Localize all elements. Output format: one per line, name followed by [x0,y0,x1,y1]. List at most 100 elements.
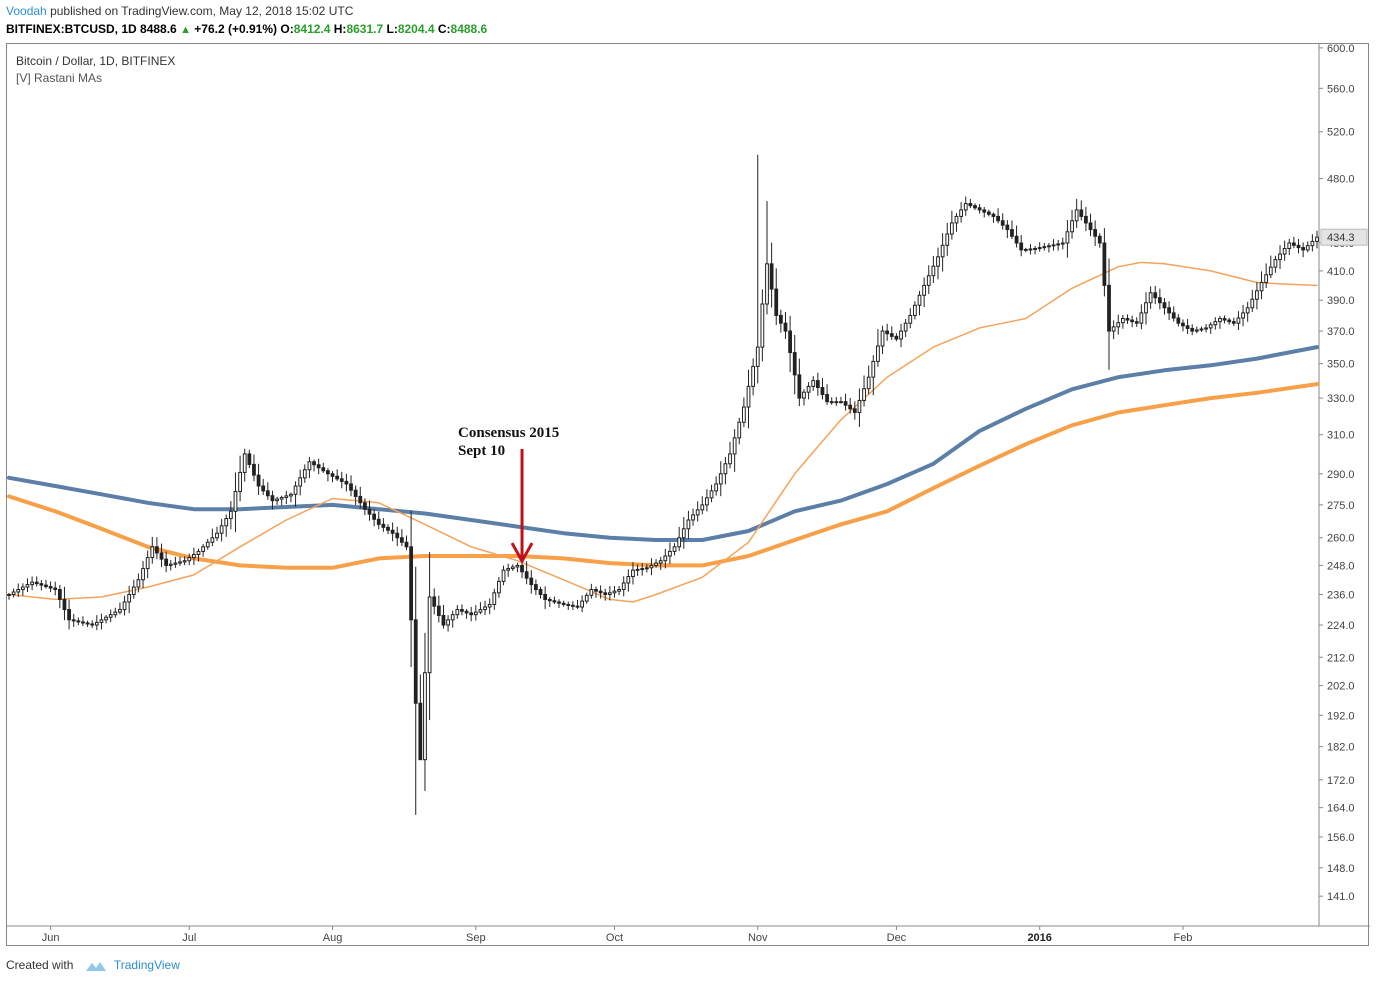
candle-body [1097,235,1102,244]
candle-body [709,490,714,499]
candle-body [538,589,543,595]
candle-body [866,376,871,390]
candle-body [497,580,501,594]
candle-body [1125,318,1130,321]
price-chart[interactable]: Bitcoin / Dollar, 1D, BITFINEX [V] Rasta… [7,44,1370,947]
y-tick-label: 560.0 [1327,83,1355,95]
candle-body [284,495,289,498]
low-value: 8204.4 [397,22,435,36]
candle-body [7,593,11,596]
author-link[interactable]: Voodah [6,4,47,18]
y-tick-label: 164.0 [1327,803,1355,815]
candle-body [889,333,894,337]
candle-body [1227,319,1232,323]
candle-body [1037,247,1042,250]
candle-body [279,496,284,500]
candle-body [483,606,487,611]
candle-body [852,408,857,413]
candle-body [1070,220,1074,233]
candle-body [99,619,104,623]
candle-body [464,610,469,614]
candle-body [783,322,788,332]
candle-body [862,388,866,401]
candle-body [418,702,423,761]
candle-body [1019,242,1024,251]
last-price-label: 434.3 [1327,232,1355,244]
tradingview-logo-icon [85,961,106,971]
candle-body [1130,319,1135,323]
candle-body [1181,322,1185,327]
candle-body [949,222,954,235]
candle-body [344,480,349,485]
y-tick-label: 480.0 [1327,174,1355,186]
candle-body [11,591,16,595]
published-text: published on TradingView.com, May 12, 20… [50,4,354,18]
moving-averages [7,261,1319,603]
candle-body [1167,307,1171,314]
tradingview-link[interactable]: TradingView [113,958,180,972]
candle-body [986,211,991,215]
x-tick-label: Oct [606,932,623,944]
candle-body [67,609,71,621]
candle-body [363,502,367,510]
y-tick-label: 141.0 [1327,891,1355,903]
candle-body [1185,325,1190,329]
candle-body [839,401,843,404]
close-value: 8488.6 [450,22,488,36]
candle-body [908,314,913,324]
candle-body [339,478,344,482]
candle-body [298,477,303,487]
x-tick-label: Dec [887,932,907,944]
x-tick-label: 2016 [1027,932,1051,944]
y-axis-ticks: 141.0 148.0 156.0 164.0 172.0 182.0 192.0 202.0… [1319,44,1355,903]
y-tick-label: 182.0 [1327,742,1355,754]
candle-body [741,406,746,423]
chart-frame[interactable]: Bitcoin / Dollar, 1D, BITFINEX [V] Rasta… [6,43,1370,947]
candle-body [728,453,732,465]
candle-body [178,561,182,564]
y-tick-label: 410.0 [1327,266,1355,278]
candle-body [159,552,164,560]
ohlc-bar: BITFINEX:BTCUSD, 1D 8488.6 ▲ +76.2 (+0.9… [6,22,487,36]
candle-body [173,562,178,565]
candle-body [515,564,520,568]
candle-body [778,314,783,324]
candle-body [940,244,945,258]
y-tick-label: 156.0 [1327,832,1355,844]
candle-body [640,568,645,571]
candle-body [145,557,150,570]
candle-body [621,582,626,591]
candle-body [104,616,108,621]
candle-body [1282,248,1287,255]
candle-body [307,461,312,471]
candle-body [802,391,806,399]
candle-body [811,380,816,387]
candle-body [876,345,880,362]
candle-body [326,470,330,475]
candle-body [1005,224,1010,231]
candle-body [224,518,229,527]
candle-body [894,335,899,340]
close-label: C: [437,22,451,36]
x-tick-label: Jul [182,932,196,944]
candle-body [1116,322,1121,328]
candle-body [261,485,266,492]
candle-body [1074,209,1079,222]
candle-body [746,385,751,408]
candle-body [76,620,81,623]
low-label: L: [386,22,398,36]
candle-body [1204,327,1208,330]
candle-body [1310,240,1315,247]
candle-body [658,560,663,564]
candle-body [423,672,427,761]
candle-body [732,437,737,455]
candle-body [1171,312,1176,319]
candle-body [917,294,922,306]
candle-body [913,304,917,316]
candle-body [524,571,529,579]
candle-body [335,475,340,480]
candle-body [903,322,908,332]
candle-body [390,529,395,534]
candle-body [1107,284,1111,332]
candle-body [922,284,927,296]
